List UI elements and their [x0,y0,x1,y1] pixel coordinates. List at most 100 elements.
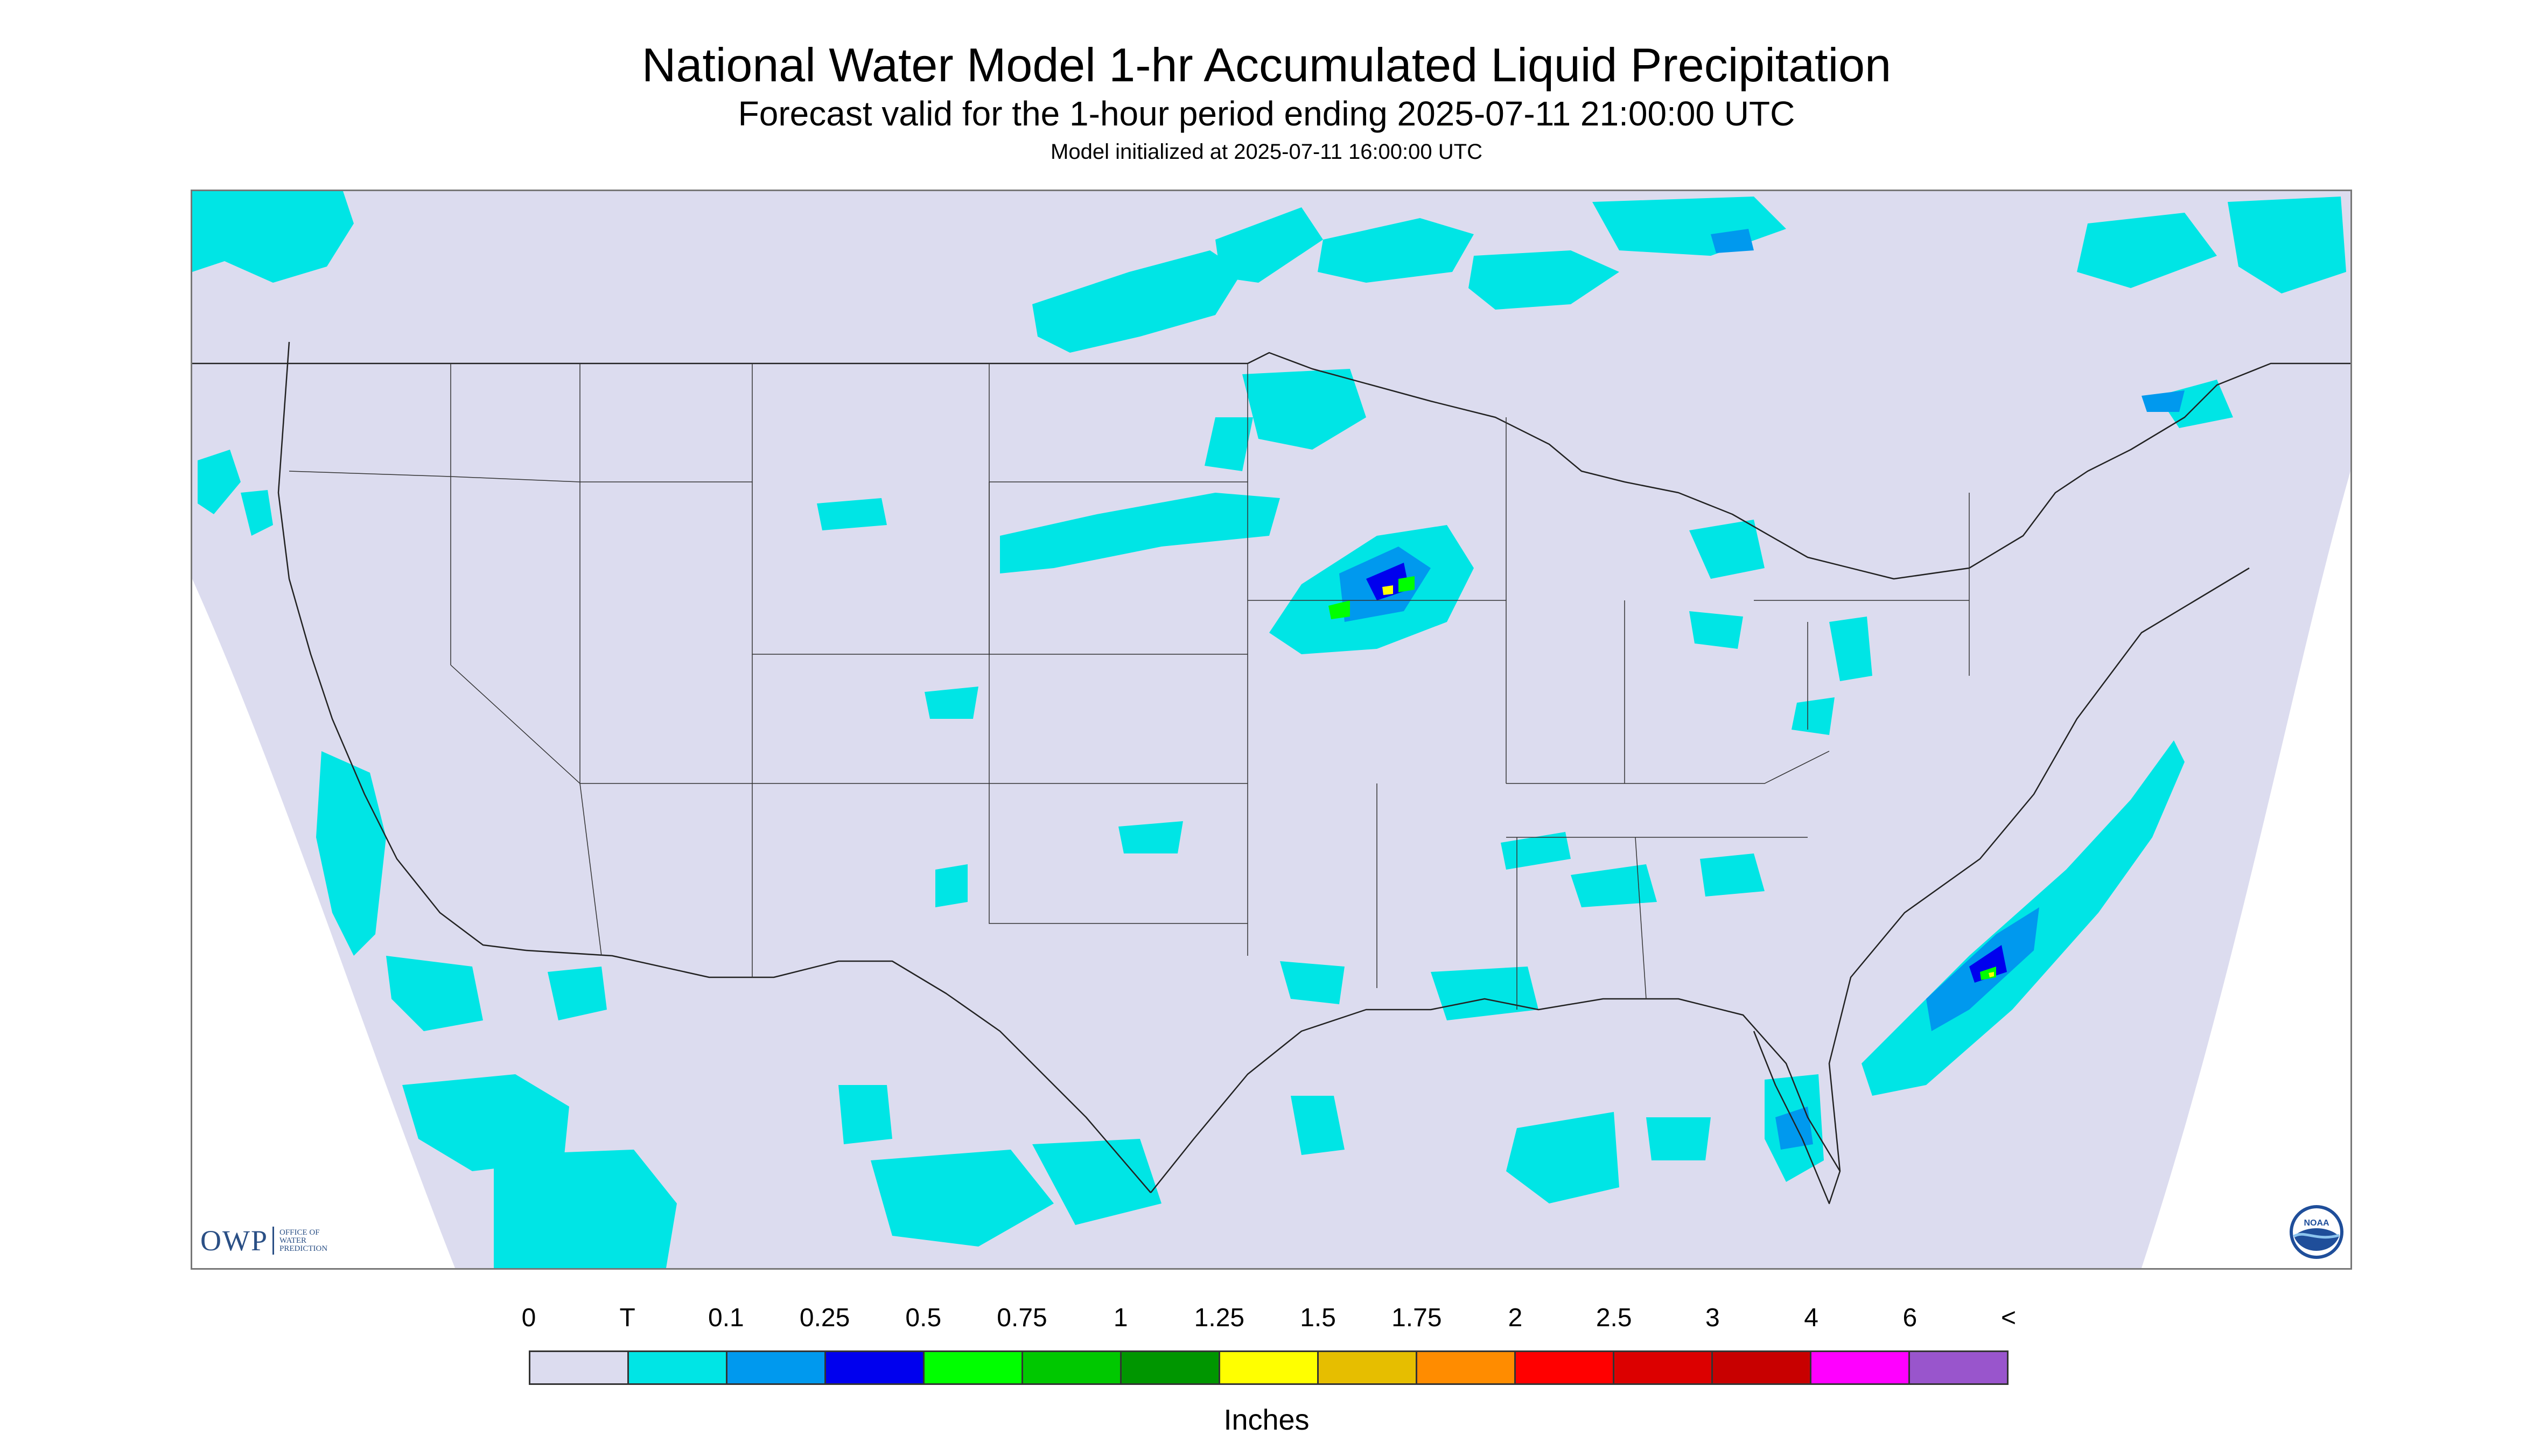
gulf-coastline [1150,998,1841,1205]
map-canvas [192,191,2350,1268]
legend-tick-label: 1 [1113,1304,1128,1332]
legend-tick-label: 2.5 [1596,1304,1632,1332]
legend-units: Inches [1223,1404,1310,1436]
state-line-ky-tn [1506,751,1830,784]
precip-cell-mississippi [1501,832,1571,870]
precip-cell-virginia [1792,697,1835,735]
noaa-logo: NOAA [2290,1205,2343,1259]
precip-cell-offshore-ca-mid [386,956,483,1031]
chart-title: National Water Model 1-hr Accumulated Li… [641,38,1892,92]
precip-cell-maine-core [2142,390,2185,412]
precip-cell-florida-core [1775,1107,1813,1150]
precip-cell-offshore-baja [402,1074,569,1171]
legend-tick-label: 2 [1508,1304,1523,1332]
precip-cell-ontario-west [1318,218,1474,283]
precip-cell-quebec-west [2077,213,2217,288]
political-boundaries [192,341,2350,1205]
model-domain-area [192,191,2350,1268]
precip-cell-iowa-peak-green-2 [1398,576,1415,592]
legend-tick-label: 0.1 [708,1304,744,1332]
precip-cell-gulf-west [1291,1096,1345,1155]
legend-tick-label: 1.5 [1300,1304,1336,1332]
precip-cell-pennsylvania [1829,617,1872,681]
precip-cell-oregon-inland [241,490,273,536]
precip-cell-east-texas [1280,961,1345,1004]
us-canada-border [192,352,2350,580]
state-line-id-mt [579,363,753,482]
owp-logo-line-3: PREDICTION [279,1244,328,1253]
state-boundaries [289,363,1970,1010]
legend-tick-label: 1.75 [1391,1304,1442,1332]
precip-cell-dakotas-band [1000,493,1280,573]
legend-swatch [1220,1352,1319,1383]
legend-swatch [826,1352,925,1383]
legend-tick-label: 0.25 [799,1304,850,1332]
legend-swatch [1319,1352,1417,1383]
precip-cell-manitoba-north [1215,207,1323,283]
legend-swatch [925,1352,1023,1383]
precip-cell-colorado [925,687,978,719]
precip-cell-michigan-thumb [1689,520,1765,579]
legend-swatch [1713,1352,1811,1383]
legend-swatch [530,1352,629,1383]
precip-cell-atlantic-peak-yellow [1989,972,1994,977]
precip-cell-ohio-north [1689,611,1743,649]
precip-cell-ontario-lake-nipigon [1468,250,1619,310]
precip-peak-layer [1328,576,1996,980]
legend-swatch [1516,1352,1614,1383]
precip-cell-nd-east [1205,417,1253,471]
precip-cell-alabama [1571,864,1657,907]
us-mexico-border [526,949,1151,1193]
legend-tick-label: 0.75 [997,1304,1047,1332]
precip-cell-oregon-coast [198,450,241,514]
precip-cell-gulf-central [1506,1112,1619,1203]
legend-swatch [1811,1352,1910,1383]
legend-tick-label: 6 [1902,1304,1918,1332]
precip-cell-iowa-peak-yellow [1382,585,1393,595]
precip-cell-sonora [838,1085,892,1144]
owp-logo-mark: OWP [200,1224,268,1257]
precip-cell-sinaloa [871,1150,1054,1247]
legend-tick-label: 0.5 [905,1304,942,1332]
precip-cell-bc-coast [192,191,354,283]
legend-tick-label: 4 [1804,1304,1818,1332]
owp-logo-wordmark: OFFICE OF WATER PREDICTION [279,1228,328,1253]
legend-swatch [1023,1352,1122,1383]
legend-tick-label: 1.25 [1194,1304,1245,1332]
forecast-valid-subtitle: Forecast valid for the 1-hour period end… [738,94,1795,133]
precip-cell-north-minnesota [1242,369,1366,450]
legend-colorbar [529,1350,2009,1385]
model-init-subtitle: Model initialized at 2025-07-11 16:00:00… [1051,140,1482,164]
legend-tick-label: T [619,1304,635,1332]
atlantic-coastline [1828,567,2250,1172]
state-line-ca-nv [450,664,602,956]
precip-cell-gulf-east [1646,1117,1711,1160]
precip-cell-saskatchewan [1032,250,1242,353]
owp-logo-divider [272,1227,274,1255]
legend-swatch [1122,1352,1220,1383]
precip-cell-georgia [1700,853,1765,897]
legend-swatch [1910,1352,2007,1383]
precip-cell-iowa-peak-green [1328,600,1350,619]
precip-cell-oklahoma [1118,821,1183,853]
legend-swatch [727,1352,826,1383]
precip-cell-offshore-baja-south [494,1150,677,1268]
precip-cell-ontario-core [1711,229,1754,253]
legend-swatch [629,1352,727,1383]
precip-cell-durango [1032,1139,1161,1225]
precip-cell-new-mexico [935,864,968,907]
legend-swatch [1417,1352,1516,1383]
state-line-al-ga [1635,837,1647,999]
legend-tick-label: 3 [1705,1304,1720,1332]
precip-cell-wyoming [817,498,887,530]
pacific-coastline [277,341,527,951]
state-line-ok-tx [989,783,1248,924]
precip-cell-louisiana-coast [1431,967,1538,1020]
precipitation-map [191,190,2352,1270]
precip-cell-quebec-east [2228,197,2346,293]
owp-logo-line-1: OFFICE OF [279,1228,320,1237]
owp-logo-line-2: WATER [279,1236,306,1245]
legend-swatch [1614,1352,1713,1383]
noaa-logo-text: NOAA [2304,1219,2329,1228]
precip-cell-atlantic-heavy [1969,945,2007,983]
